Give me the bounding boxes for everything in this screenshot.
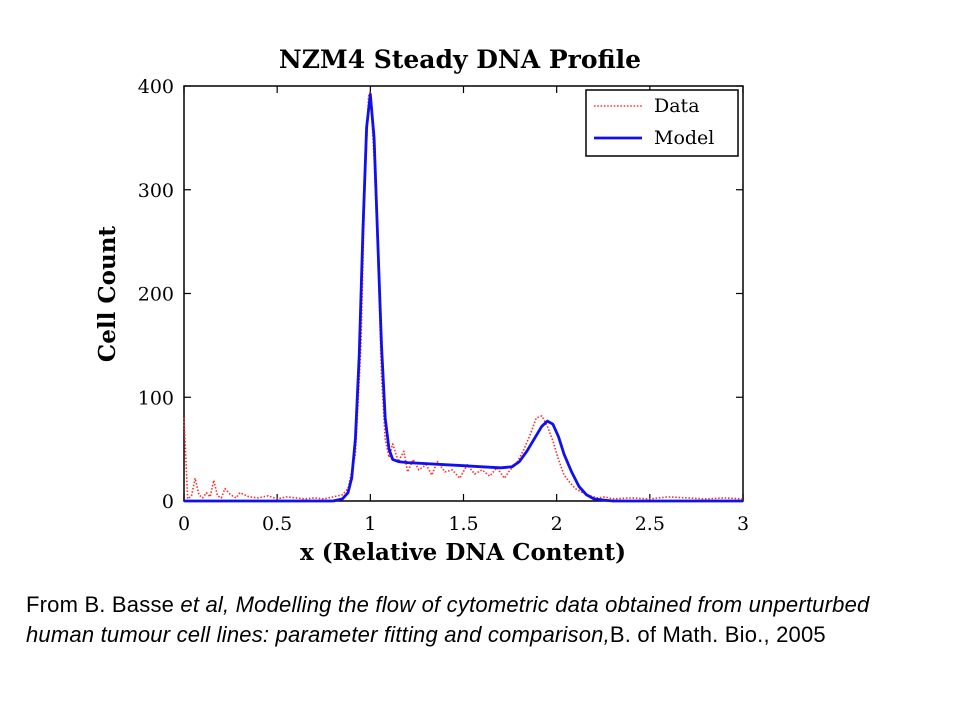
y-tick-label: 300 xyxy=(138,180,174,202)
x-tick-label: 0.5 xyxy=(262,513,292,535)
x-axis-label: x (Relative DNA Content) xyxy=(300,539,626,566)
x-tick-label: 1 xyxy=(364,513,376,535)
y-tick-label: 400 xyxy=(138,76,174,98)
caption-citation: et al, Modelling the flow of cytometric … xyxy=(26,592,870,647)
legend: Data Model xyxy=(585,89,739,157)
y-tick-label: 0 xyxy=(162,491,174,513)
series-line-data xyxy=(183,90,744,500)
figure-caption: From B. Basse et al, Modelling the flow … xyxy=(26,590,926,650)
y-tick-label: 100 xyxy=(138,387,174,409)
x-tick-label: 3 xyxy=(737,513,749,535)
series-layer xyxy=(183,90,744,503)
series-line-model xyxy=(184,92,743,503)
legend-box xyxy=(585,89,739,157)
x-tick-labels: 0 0.5 1 1.5 2 2.5 3 xyxy=(178,513,749,535)
x-tick-label: 2.5 xyxy=(635,513,665,535)
caption-prefix: From B. Basse xyxy=(26,592,181,617)
x-tick-label: 0 xyxy=(178,513,190,535)
chart-title: NZM4 Steady DNA Profile xyxy=(279,45,641,74)
x-tick-label: 2 xyxy=(551,513,563,535)
legend-label-data: Data xyxy=(654,95,700,117)
chart: NZM4 Steady DNA Profile 0 0.5 1 1.5 2 2.5 3 0 1… xyxy=(94,45,749,566)
x-tick-label: 1.5 xyxy=(448,513,478,535)
caption-suffix: B. of Math. Bio., 2005 xyxy=(609,622,826,647)
y-axis-label: Cell Count xyxy=(94,226,121,363)
y-tick-labels: 0 100 200 300 400 xyxy=(138,76,174,513)
legend-label-model: Model xyxy=(654,127,714,149)
y-tick-label: 200 xyxy=(138,284,174,306)
